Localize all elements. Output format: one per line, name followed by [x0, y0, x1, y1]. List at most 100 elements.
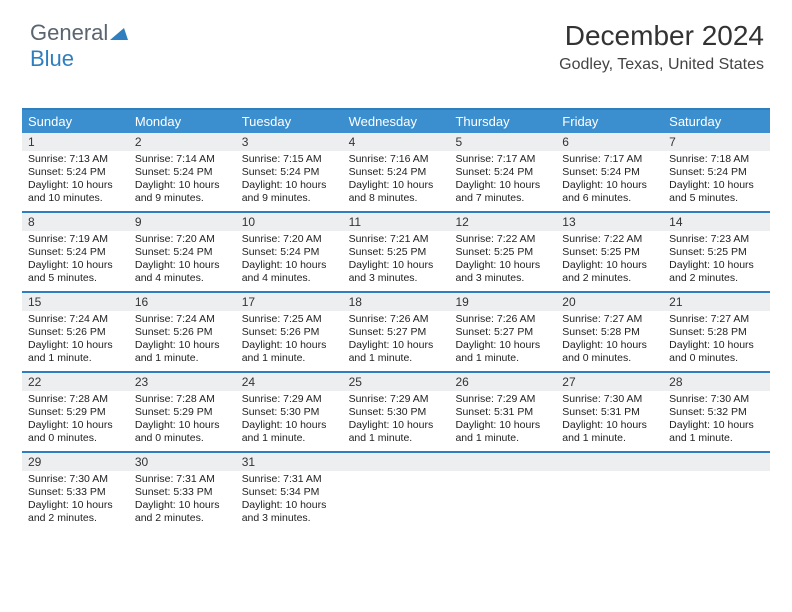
daylight-text: Daylight: 10 hours and 1 minute.: [349, 339, 444, 365]
day-header-row: SundayMondayTuesdayWednesdayThursdayFrid…: [22, 110, 770, 133]
sunset-text: Sunset: 5:24 PM: [242, 166, 337, 179]
cell-body: Sunrise: 7:31 AMSunset: 5:33 PMDaylight:…: [129, 471, 236, 530]
sunrise-text: Sunrise: 7:29 AM: [455, 393, 550, 406]
calendar-cell: 29Sunrise: 7:30 AMSunset: 5:33 PMDayligh…: [22, 453, 129, 531]
daylight-text: Daylight: 10 hours and 2 minutes.: [28, 499, 123, 525]
day-number: 12: [449, 213, 556, 231]
day-number: [343, 453, 450, 471]
day-number: 31: [236, 453, 343, 471]
daylight-text: Daylight: 10 hours and 3 minutes.: [455, 259, 550, 285]
daylight-text: Daylight: 10 hours and 7 minutes.: [455, 179, 550, 205]
daylight-text: Daylight: 10 hours and 0 minutes.: [135, 419, 230, 445]
calendar-week: 15Sunrise: 7:24 AMSunset: 5:26 PMDayligh…: [22, 291, 770, 371]
cell-body: Sunrise: 7:17 AMSunset: 5:24 PMDaylight:…: [449, 151, 556, 210]
sunrise-text: Sunrise: 7:30 AM: [562, 393, 657, 406]
cell-body: Sunrise: 7:17 AMSunset: 5:24 PMDaylight:…: [556, 151, 663, 210]
logo-triangle-icon: [110, 20, 128, 46]
sunset-text: Sunset: 5:24 PM: [669, 166, 764, 179]
day-number: 1: [22, 133, 129, 151]
cell-body: Sunrise: 7:29 AMSunset: 5:31 PMDaylight:…: [449, 391, 556, 450]
sunset-text: Sunset: 5:24 PM: [28, 246, 123, 259]
sunset-text: Sunset: 5:30 PM: [349, 406, 444, 419]
day-number: 4: [343, 133, 450, 151]
day-label: Thursday: [449, 110, 556, 133]
calendar-week: 8Sunrise: 7:19 AMSunset: 5:24 PMDaylight…: [22, 211, 770, 291]
calendar-cell: 16Sunrise: 7:24 AMSunset: 5:26 PMDayligh…: [129, 293, 236, 371]
daylight-text: Daylight: 10 hours and 0 minutes.: [28, 419, 123, 445]
daylight-text: Daylight: 10 hours and 4 minutes.: [242, 259, 337, 285]
day-number: 21: [663, 293, 770, 311]
cell-body: Sunrise: 7:20 AMSunset: 5:24 PMDaylight:…: [236, 231, 343, 290]
calendar-week: 1 Sunrise: 7:13 AM Sunset: 5:24 PM Daylight…: [22, 133, 770, 211]
daylight-text: Daylight: 10 hours and 1 minute.: [349, 419, 444, 445]
cell-body: Sunrise: 7:24 AMSunset: 5:26 PMDaylight:…: [22, 311, 129, 370]
calendar: SundayMondayTuesdayWednesdayThursdayFrid…: [22, 108, 770, 531]
calendar-cell: 6Sunrise: 7:17 AMSunset: 5:24 PMDaylight…: [556, 133, 663, 211]
cell-body: Sunrise: 7:29 AMSunset: 5:30 PMDaylight:…: [343, 391, 450, 450]
sunset-text: Sunset: 5:28 PM: [562, 326, 657, 339]
cell-body: Sunrise: 7:21 AMSunset: 5:25 PMDaylight:…: [343, 231, 450, 290]
cell-body: Sunrise: 7:30 AMSunset: 5:33 PMDaylight:…: [22, 471, 129, 530]
sunrise-text: Sunrise: 7:20 AM: [135, 233, 230, 246]
sunrise-text: Sunrise: 7:31 AM: [135, 473, 230, 486]
daylight-text: Daylight: 10 hours and 1 minute.: [455, 419, 550, 445]
sunrise-text: Sunrise: 7:13 AM: [28, 153, 123, 166]
cell-body: Sunrise: 7:16 AMSunset: 5:24 PMDaylight:…: [343, 151, 450, 210]
sunset-text: Sunset: 5:26 PM: [135, 326, 230, 339]
daylight-text: Daylight: 10 hours and 0 minutes.: [669, 339, 764, 365]
cell-body: Sunrise: 7:20 AMSunset: 5:24 PMDaylight:…: [129, 231, 236, 290]
day-number: 25: [343, 373, 450, 391]
daylight-text: Daylight: 10 hours and 0 minutes.: [562, 339, 657, 365]
day-label: Tuesday: [236, 110, 343, 133]
sunrise-text: Sunrise: 7:26 AM: [455, 313, 550, 326]
month-title: December 2024: [559, 20, 764, 52]
day-number: 24: [236, 373, 343, 391]
sunrise-text: Sunrise: 7:29 AM: [242, 393, 337, 406]
cell-body: Sunrise: 7:15 AMSunset: 5:24 PMDaylight:…: [236, 151, 343, 210]
calendar-cell: 3Sunrise: 7:15 AMSunset: 5:24 PMDaylight…: [236, 133, 343, 211]
cell-body: Sunrise: 7:28 AMSunset: 5:29 PMDaylight:…: [129, 391, 236, 450]
sunrise-text: Sunrise: 7:30 AM: [669, 393, 764, 406]
calendar-cell: 9Sunrise: 7:20 AMSunset: 5:24 PMDaylight…: [129, 213, 236, 291]
calendar-cell: 8Sunrise: 7:19 AMSunset: 5:24 PMDaylight…: [22, 213, 129, 291]
sunset-text: Sunset: 5:26 PM: [242, 326, 337, 339]
sunset-text: Sunset: 5:31 PM: [562, 406, 657, 419]
calendar-cell: 24Sunrise: 7:29 AMSunset: 5:30 PMDayligh…: [236, 373, 343, 451]
weeks-container: 1 Sunrise: 7:13 AM Sunset: 5:24 PM Daylight…: [22, 133, 770, 531]
sunset-text: Sunset: 5:34 PM: [242, 486, 337, 499]
sunrise-text: Sunrise: 7:15 AM: [242, 153, 337, 166]
calendar-cell: [449, 453, 556, 531]
day-number: 17: [236, 293, 343, 311]
cell-body: Sunrise: 7:14 AMSunset: 5:24 PMDaylight:…: [129, 151, 236, 210]
calendar-cell: 2Sunrise: 7:14 AMSunset: 5:24 PMDaylight…: [129, 133, 236, 211]
day-number: 16: [129, 293, 236, 311]
calendar-cell: 25Sunrise: 7:29 AMSunset: 5:30 PMDayligh…: [343, 373, 450, 451]
calendar-cell: 10Sunrise: 7:20 AMSunset: 5:24 PMDayligh…: [236, 213, 343, 291]
calendar-cell: 7Sunrise: 7:18 AMSunset: 5:24 PMDaylight…: [663, 133, 770, 211]
daylight-text: Daylight: 10 hours and 1 minute.: [135, 339, 230, 365]
cell-body: Sunrise: 7:30 AMSunset: 5:32 PMDaylight:…: [663, 391, 770, 450]
day-number: 22: [22, 373, 129, 391]
cell-body: Sunrise: 7:23 AMSunset: 5:25 PMDaylight:…: [663, 231, 770, 290]
calendar-cell: 17 Sunrise: 7:25 AMSunset: 5:26 PMDayligh…: [236, 293, 343, 371]
sunrise-text: Sunrise: 7:24 AM: [28, 313, 123, 326]
day-label: Saturday: [663, 110, 770, 133]
calendar-cell: 11Sunrise: 7:21 AMSunset: 5:25 PMDayligh…: [343, 213, 450, 291]
calendar-cell: 22Sunrise: 7:28 AMSunset: 5:29 PMDayligh…: [22, 373, 129, 451]
calendar-cell: 5Sunrise: 7:17 AMSunset: 5:24 PMDaylight…: [449, 133, 556, 211]
calendar-cell: 12Sunrise: 7:22 AMSunset: 5:25 PMDayligh…: [449, 213, 556, 291]
day-number: 7: [663, 133, 770, 151]
day-number: [556, 453, 663, 471]
sunset-text: Sunset: 5:30 PM: [242, 406, 337, 419]
sunrise-text: Sunrise: 7:18 AM: [669, 153, 764, 166]
daylight-text: Daylight: 10 hours and 1 minute.: [242, 339, 337, 365]
calendar-cell: 23Sunrise: 7:28 AMSunset: 5:29 PMDayligh…: [129, 373, 236, 451]
daylight-text: Daylight: 10 hours and 3 minutes.: [242, 499, 337, 525]
sunrise-text: Sunrise: 7:31 AM: [242, 473, 337, 486]
calendar-cell: 28Sunrise: 7:30 AMSunset: 5:32 PMDayligh…: [663, 373, 770, 451]
daylight-text: Daylight: 10 hours and 10 minutes.: [28, 179, 123, 205]
day-number: 29: [22, 453, 129, 471]
sunset-text: Sunset: 5:29 PM: [28, 406, 123, 419]
day-label: Wednesday: [343, 110, 450, 133]
sunrise-text: Sunrise: 7:25 AM: [242, 313, 337, 326]
